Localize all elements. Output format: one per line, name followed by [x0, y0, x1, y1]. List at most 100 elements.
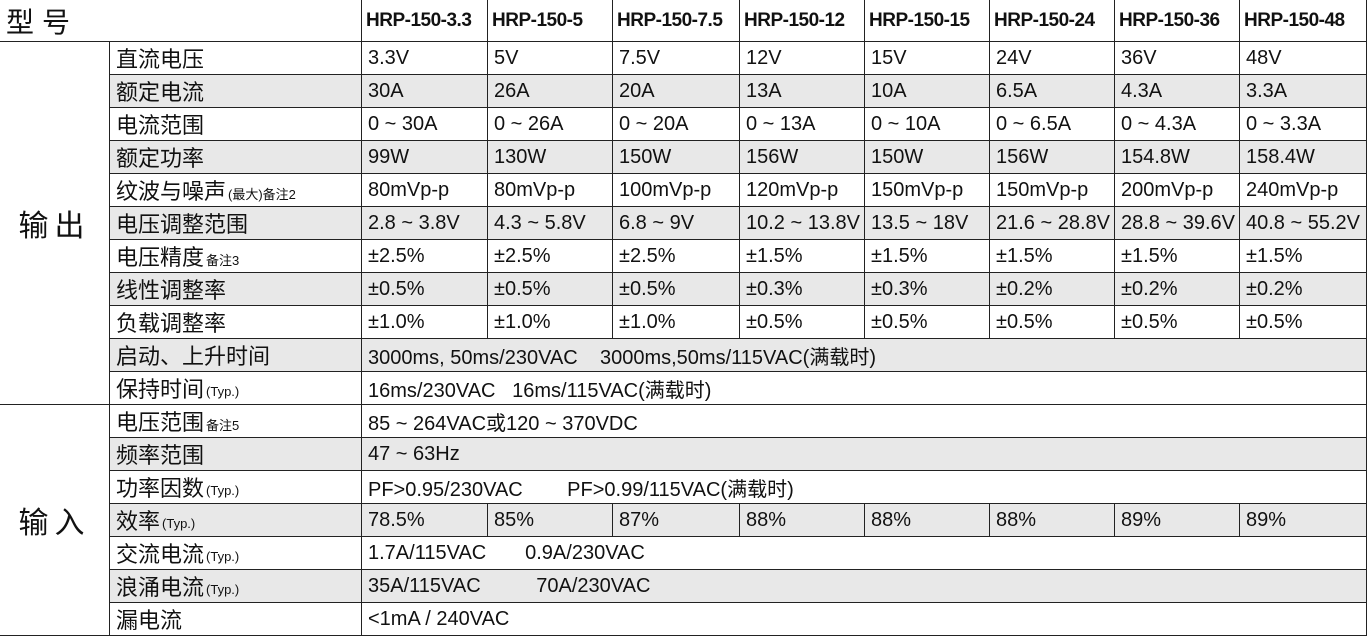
param-text: 直流电压	[116, 48, 205, 73]
value-cell: 87%	[613, 504, 740, 537]
param-name: 功率因数 (Typ.)	[110, 471, 362, 504]
value-cell: 6.8 ~ 9V	[613, 207, 740, 240]
param-text: 保持时间	[116, 378, 205, 403]
param-text: 电流范围	[116, 114, 205, 139]
model-name: HRP-150-12	[740, 0, 865, 42]
param-text: 浪涌电流	[116, 576, 205, 601]
param-name: 额定电流	[110, 75, 362, 108]
value-cell: 35A/115VAC 70A/230VAC	[362, 570, 1367, 603]
value-cell: <1mA / 240VAC	[362, 603, 1367, 636]
value-cell: 6.5A	[990, 75, 1115, 108]
value-cell: 88%	[990, 504, 1115, 537]
value-cell: ±1.5%	[1115, 240, 1240, 273]
value-cell: 40.8 ~ 55.2V	[1240, 207, 1367, 240]
value-cell: ±1.5%	[740, 240, 865, 273]
param-name: 启动、上升时间	[110, 339, 362, 372]
value-cell: 28.8 ~ 39.6V	[1115, 207, 1240, 240]
value-cell: 1.7A/115VAC 0.9A/230VAC	[362, 537, 1367, 570]
value-cell: 0 ~ 30A	[362, 108, 488, 141]
param-name: 线性调整率	[110, 273, 362, 306]
value-cell: 36V	[1115, 42, 1240, 75]
param-text: 功率因数	[116, 477, 205, 502]
value-cell: 158.4W	[1240, 141, 1367, 174]
value-cell: PF>0.95/230VAC PF>0.99/115VAC(满载时)	[362, 471, 1367, 504]
value-cell: 3000ms, 50ms/230VAC 3000ms,50ms/115VAC(满…	[362, 339, 1367, 372]
value-cell: ±1.0%	[488, 306, 613, 339]
value-cell: 26A	[488, 75, 613, 108]
value-cell: 89%	[1115, 504, 1240, 537]
param-name: 保持时间 (Typ.)	[110, 372, 362, 405]
param-text: 电压调整范围	[116, 213, 249, 238]
param-name: 电压精度 备注3	[110, 240, 362, 273]
param-note: (Typ.)	[206, 548, 240, 564]
param-note: (Typ.)	[162, 515, 196, 531]
value-cell: 89%	[1240, 504, 1367, 537]
param-text: 额定电流	[116, 81, 205, 106]
value-cell: 10.2 ~ 13.8V	[740, 207, 865, 240]
value-cell: ±2.5%	[362, 240, 488, 273]
value-cell: 2.8 ~ 3.8V	[362, 207, 488, 240]
value-cell: 0 ~ 6.5A	[990, 108, 1115, 141]
param-text: 启动、上升时间	[116, 345, 271, 370]
value-cell: 30A	[362, 75, 488, 108]
param-name: 交流电流 (Typ.)	[110, 537, 362, 570]
value-cell: 13A	[740, 75, 865, 108]
value-cell: 156W	[990, 141, 1115, 174]
value-cell: ±0.2%	[1115, 273, 1240, 306]
value-cell: ±1.5%	[1240, 240, 1367, 273]
value-cell: ±0.5%	[740, 306, 865, 339]
value-cell: ±0.5%	[362, 273, 488, 306]
value-cell: 7.5V	[613, 42, 740, 75]
value-cell: ±2.5%	[488, 240, 613, 273]
param-text: 电压范围	[116, 411, 205, 436]
value-cell: 16ms/230VAC 16ms/115VAC(满载时)	[362, 372, 1367, 405]
value-cell: 15V	[865, 42, 990, 75]
param-name: 浪涌电流 (Typ.)	[110, 570, 362, 603]
value-cell: ±1.0%	[613, 306, 740, 339]
value-cell: 3.3A	[1240, 75, 1367, 108]
value-cell: 4.3 ~ 5.8V	[488, 207, 613, 240]
param-text: 漏电流	[116, 609, 183, 634]
param-note: (Typ.)	[206, 482, 240, 498]
model-name: HRP-150-5	[488, 0, 613, 42]
param-text: 频率范围	[116, 444, 205, 469]
value-cell: ±0.5%	[990, 306, 1115, 339]
value-cell: 48V	[1240, 42, 1367, 75]
value-cell: 5V	[488, 42, 613, 75]
value-cell: 99W	[362, 141, 488, 174]
model-name: HRP-150-24	[990, 0, 1115, 42]
header-title: 型号	[0, 0, 362, 42]
value-cell: 0 ~ 3.3A	[1240, 108, 1367, 141]
value-cell: 12V	[740, 42, 865, 75]
value-cell: 13.5 ~ 18V	[865, 207, 990, 240]
param-text: 交流电流	[116, 543, 205, 568]
value-cell: 240mVp-p	[1240, 174, 1367, 207]
param-note: 备注3	[206, 252, 240, 268]
param-name: 电流范围	[110, 108, 362, 141]
value-cell: 80mVp-p	[362, 174, 488, 207]
value-cell: ±1.5%	[865, 240, 990, 273]
value-cell: 120mVp-p	[740, 174, 865, 207]
value-cell: 88%	[740, 504, 865, 537]
value-cell: 200mVp-p	[1115, 174, 1240, 207]
value-cell: 130W	[488, 141, 613, 174]
value-cell: ±0.5%	[865, 306, 990, 339]
value-cell: 21.6 ~ 28.8V	[990, 207, 1115, 240]
param-text: 电压精度	[116, 246, 205, 271]
value-cell: 10A	[865, 75, 990, 108]
value-cell: 150mVp-p	[990, 174, 1115, 207]
param-note: (Typ.)	[206, 581, 240, 597]
value-cell: ±0.3%	[865, 273, 990, 306]
group-label: 输入	[0, 405, 110, 636]
value-cell: 150W	[865, 141, 990, 174]
value-cell: 0 ~ 20A	[613, 108, 740, 141]
param-name: 负载调整率	[110, 306, 362, 339]
value-cell: 100mVp-p	[613, 174, 740, 207]
value-cell: ±0.5%	[1240, 306, 1367, 339]
param-name: 电压调整范围	[110, 207, 362, 240]
value-cell: 0 ~ 26A	[488, 108, 613, 141]
value-cell: 80mVp-p	[488, 174, 613, 207]
model-name: HRP-150-48	[1240, 0, 1367, 42]
value-cell: 4.3A	[1115, 75, 1240, 108]
